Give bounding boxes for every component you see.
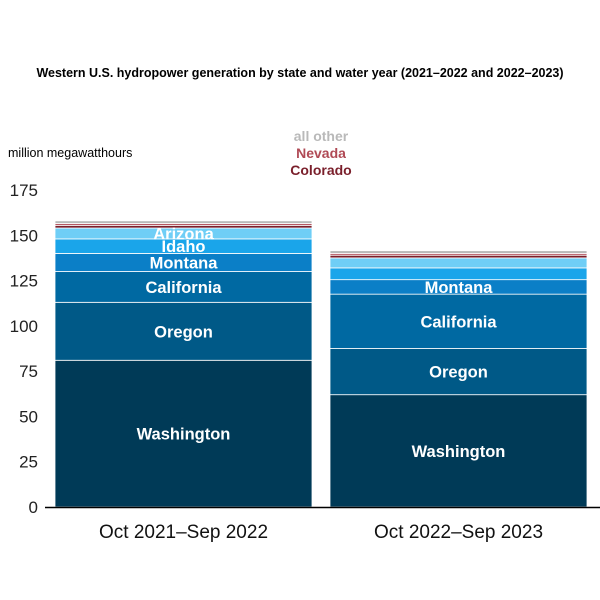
bar-segment-washington-2 — [329, 394, 588, 508]
legend-entry-nevada: Nevada — [296, 145, 346, 161]
bar-segment-california-2 — [329, 293, 588, 349]
y-axis-unit-label: million megawatthours — [8, 146, 133, 160]
bar-segment-arizona-2 — [329, 257, 588, 269]
bar-segment-california-1 — [54, 271, 313, 303]
segment-label-washington-2: Washington — [412, 443, 506, 461]
y-tick-label: 50 — [19, 407, 38, 426]
chart-title: Western U.S. hydropower generation by st… — [36, 66, 564, 80]
segment-label-oregon-1: Oregon — [154, 323, 213, 341]
legend-entry-colorado: Colorado — [290, 162, 351, 178]
x-axis: Oct 2021–Sep 2022 Oct 2022–Sep 2023 — [45, 506, 600, 543]
y-tick-label: 125 — [10, 272, 38, 291]
segment-label-montana-1: Montana — [150, 254, 219, 272]
y-tick-label: 25 — [19, 453, 38, 472]
segment-label-washington-1: Washington — [137, 426, 231, 444]
y-tick-label: 75 — [19, 362, 38, 381]
segment-label-montana-2: Montana — [425, 279, 494, 297]
segment-label-idaho-1: Idaho — [162, 238, 206, 256]
bar-segment-all-other-2 — [329, 250, 588, 254]
y-tick-label: 0 — [29, 498, 38, 517]
y-tick-label: 150 — [10, 226, 38, 245]
bar-segment-oregon-1 — [54, 301, 313, 361]
y-tick-label: 175 — [10, 181, 38, 200]
x-tick-label: Oct 2022–Sep 2023 — [374, 522, 543, 543]
bar-segment-idaho-2 — [329, 267, 588, 281]
bar-segment-washington-1 — [54, 359, 313, 508]
bar-segment-colorado-2 — [329, 254, 588, 259]
bar-segment-all-other-1 — [54, 220, 313, 224]
segment-label-oregon-2: Oregon — [429, 364, 488, 382]
bar-segment-oregon-2 — [329, 348, 588, 396]
y-tick-label: 100 — [10, 317, 38, 336]
segment-label-california-2: California — [420, 313, 497, 331]
segment-labels-group: WashingtonOregonCaliforniaMontanaIdahoAr… — [137, 225, 506, 460]
segment-label-california-1: California — [145, 279, 222, 297]
y-axis: 0 25 50 75 100 125 150 175 — [10, 181, 38, 517]
segment-label-arizona-1: Arizona — [153, 225, 214, 243]
bars-group — [54, 220, 588, 508]
x-tick-label: Oct 2021–Sep 2022 — [99, 522, 268, 543]
legend-entry-all-other: all other — [294, 128, 349, 144]
